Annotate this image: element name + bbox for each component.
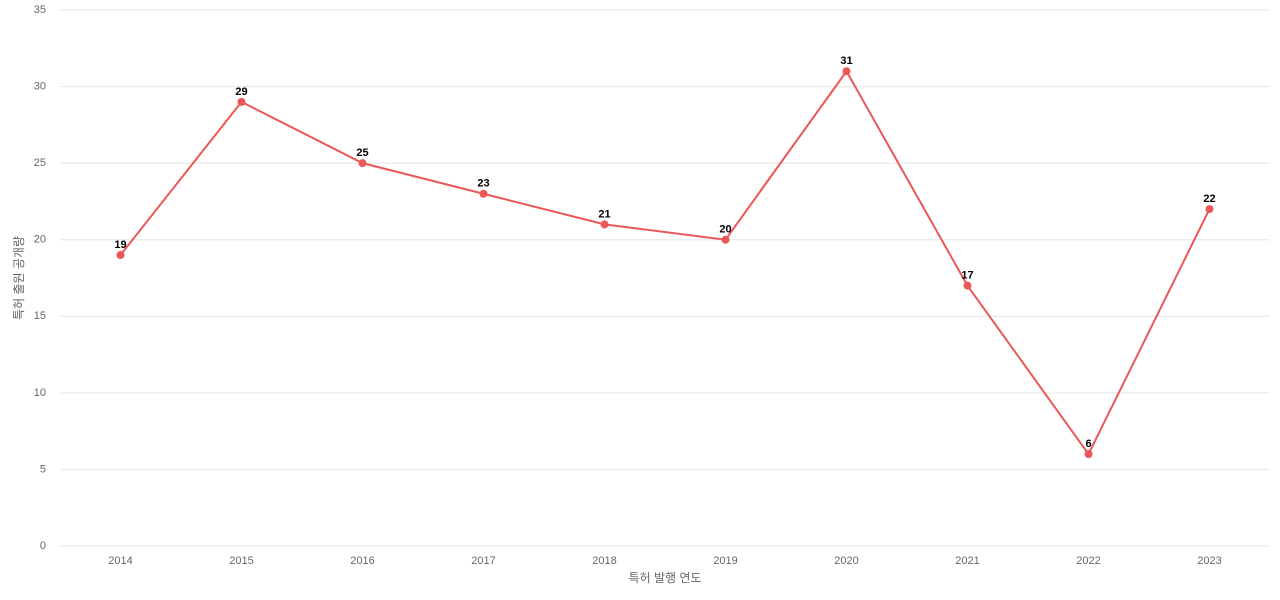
line: [119, 69, 1211, 457]
y-tick-label: 35: [34, 4, 46, 16]
y-tick-label: 25: [34, 157, 46, 169]
x-tick-label: 2017: [471, 555, 495, 567]
point: [479, 189, 488, 198]
data-label: 21: [598, 208, 610, 220]
data-label: 31: [840, 55, 852, 67]
data-label: 19: [114, 239, 126, 251]
data-label: 6: [1085, 438, 1091, 450]
point: [116, 251, 125, 260]
y-tick-label: 15: [34, 310, 46, 322]
x-tick-label: 2022: [1076, 555, 1100, 567]
y-tick-label: 0: [40, 540, 46, 552]
data-label: 25: [356, 147, 368, 159]
point: [963, 281, 972, 290]
y-tick-label: 20: [34, 234, 46, 246]
x-tick-label: 2015: [229, 555, 253, 567]
x-tick-label: 2014: [108, 555, 132, 567]
point: [842, 67, 851, 76]
point: [600, 220, 609, 229]
y-tick-label: 5: [40, 463, 46, 475]
y-tick-label: 10: [34, 387, 46, 399]
data-label: 23: [477, 178, 489, 190]
x-tick-label: 2019: [713, 555, 737, 567]
point: [721, 235, 730, 244]
point: [1084, 450, 1093, 459]
x-tick-label: 2023: [1197, 555, 1221, 567]
data-label: 29: [235, 86, 247, 98]
data-label: 20: [719, 224, 731, 236]
x-tick-label: 2021: [955, 555, 979, 567]
y-axis-title: 특허 출원 공개량: [12, 236, 26, 320]
data-label: 22: [1203, 193, 1215, 205]
point: [1205, 205, 1214, 214]
data-label: 17: [961, 270, 973, 282]
x-tick-label: 2016: [350, 555, 374, 567]
point: [358, 159, 367, 168]
x-axis-title: 특허 발행 연도: [629, 570, 702, 585]
x-tick-label: 2020: [834, 555, 858, 567]
x-tick-label: 2018: [592, 555, 616, 567]
y-tick-label: 30: [34, 80, 46, 92]
point: [237, 97, 246, 106]
